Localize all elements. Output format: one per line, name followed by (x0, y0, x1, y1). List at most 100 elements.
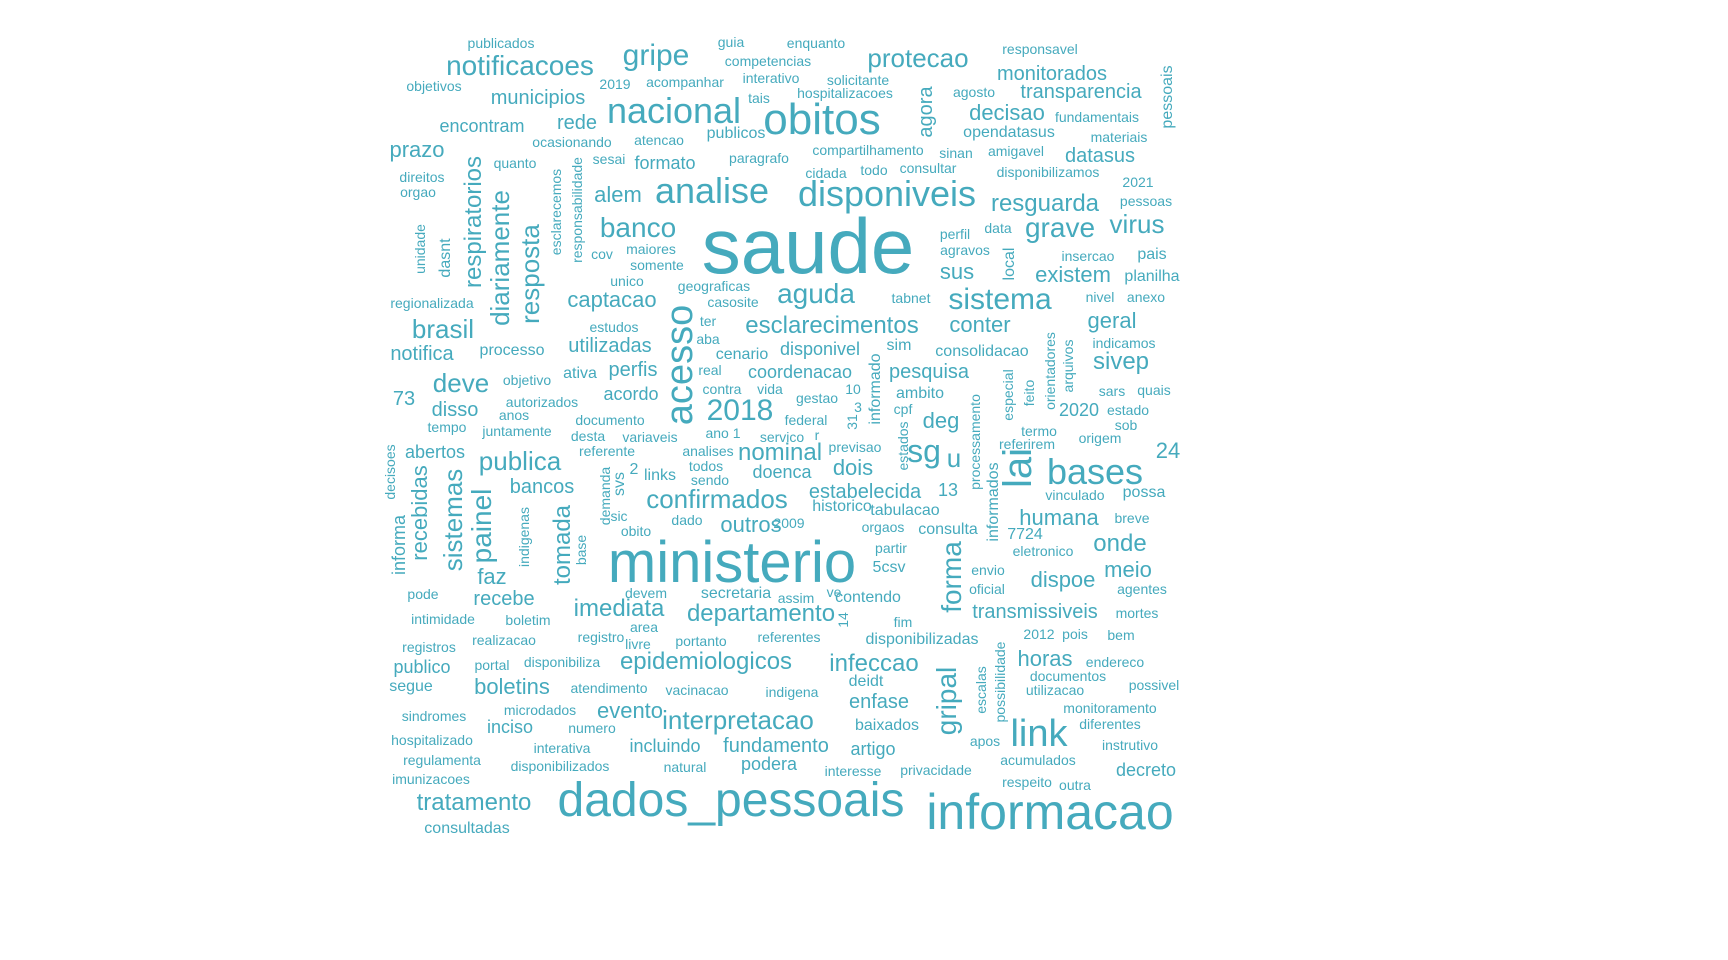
word: outra (1059, 777, 1091, 793)
word: resguarda (990, 190, 1100, 217)
word: abertos (404, 442, 466, 462)
word: respeito (1002, 774, 1052, 790)
word: area (629, 619, 659, 635)
word: faz (477, 564, 507, 589)
word: datasus (1064, 145, 1136, 167)
word: consulta (918, 521, 978, 538)
word: referentes (757, 629, 821, 645)
word: ano 1 (705, 425, 741, 441)
word: humana (1019, 505, 1099, 530)
word: 2009 (773, 515, 805, 531)
word: interesse (824, 763, 882, 779)
word: mortes (1115, 605, 1159, 621)
word: analises (682, 443, 734, 459)
word: boletins (474, 674, 550, 699)
word: pode (407, 586, 439, 602)
word: orientadores (1042, 332, 1058, 410)
word: cpf (893, 401, 913, 417)
word: deg (922, 408, 960, 433)
word: desta (570, 428, 606, 444)
word: interpretacao (662, 705, 814, 735)
word: objetivo (502, 372, 552, 388)
word: saude (701, 202, 915, 290)
word: painel (466, 488, 497, 564)
word: vacinacao (665, 682, 729, 698)
word: publicados (467, 35, 535, 51)
word: opendatasus (963, 124, 1055, 141)
word: envio (971, 562, 1005, 578)
word: tais (748, 90, 770, 106)
word: endereco (1085, 654, 1145, 670)
word: ter (699, 313, 717, 329)
word: acumulados (1000, 752, 1076, 768)
word: agravos (940, 242, 990, 258)
word: casosite (707, 294, 759, 310)
word: registros (402, 639, 456, 655)
word: regionalizada (390, 295, 474, 311)
word: ve (826, 584, 842, 600)
word: pessoas (1119, 193, 1173, 209)
word: instrutivo (1101, 737, 1159, 753)
word: publica (478, 446, 562, 476)
word: 3 (854, 399, 862, 415)
word: diferentes (1079, 716, 1141, 732)
word: atencao (634, 132, 684, 148)
word: enquanto (786, 35, 846, 51)
word: svs (611, 472, 628, 496)
word: aba (696, 331, 720, 347)
word: anexo (1126, 289, 1166, 305)
word: banco (599, 212, 677, 243)
word: eletronico (1012, 543, 1074, 559)
word: maiores (626, 241, 676, 257)
word: dado (671, 512, 703, 528)
word: transmissiveis (972, 601, 1098, 623)
word: protecao (867, 43, 969, 73)
word: gestao (795, 390, 839, 406)
word: dasnt (437, 238, 454, 278)
word: notificacoes (446, 50, 594, 81)
word: devem (624, 585, 668, 601)
word: competencias (724, 53, 812, 69)
word: estado (1106, 402, 1150, 418)
word: prazo (389, 137, 445, 162)
word: guia (717, 34, 745, 50)
word: esclarecemos (548, 168, 564, 256)
word: sic (610, 508, 628, 524)
word: disso (431, 399, 479, 421)
word: ambito (895, 385, 945, 402)
word: agosto (952, 84, 996, 100)
word: breve (1114, 510, 1150, 526)
word: 14 (835, 612, 851, 628)
word: disponivel (779, 339, 861, 359)
word: autorizados (505, 394, 579, 410)
word: podera (740, 754, 798, 774)
word: data (984, 220, 1012, 236)
word: monitorados (996, 63, 1108, 85)
word: anos (498, 407, 530, 423)
word: indigenas (516, 507, 532, 567)
word: ministerio (607, 530, 857, 595)
word: referirem (998, 436, 1056, 452)
word: incluindo (629, 736, 701, 756)
word: transparencia (1020, 81, 1142, 103)
word: materiais (1090, 129, 1148, 145)
word: estudos (589, 319, 639, 335)
word: interativo (742, 70, 800, 86)
word: planilha (1124, 268, 1180, 285)
word: possivel (1128, 677, 1180, 693)
word: nivel (1085, 289, 1115, 305)
word: coordenacao (747, 362, 853, 382)
word: 24 (1155, 438, 1181, 463)
word: portanto (675, 633, 727, 649)
word: disponibiliza (523, 654, 601, 670)
word: portal (474, 657, 510, 673)
word: 31 (844, 414, 860, 430)
word: alem (594, 182, 642, 207)
word: sim (886, 337, 912, 354)
word: conter (949, 312, 1011, 337)
word: objetivos (406, 78, 462, 94)
word: esclarecimentos (745, 312, 919, 339)
word: hospitalizado (391, 732, 473, 748)
word: virus (1109, 209, 1165, 239)
word: respiratorios (460, 155, 487, 289)
